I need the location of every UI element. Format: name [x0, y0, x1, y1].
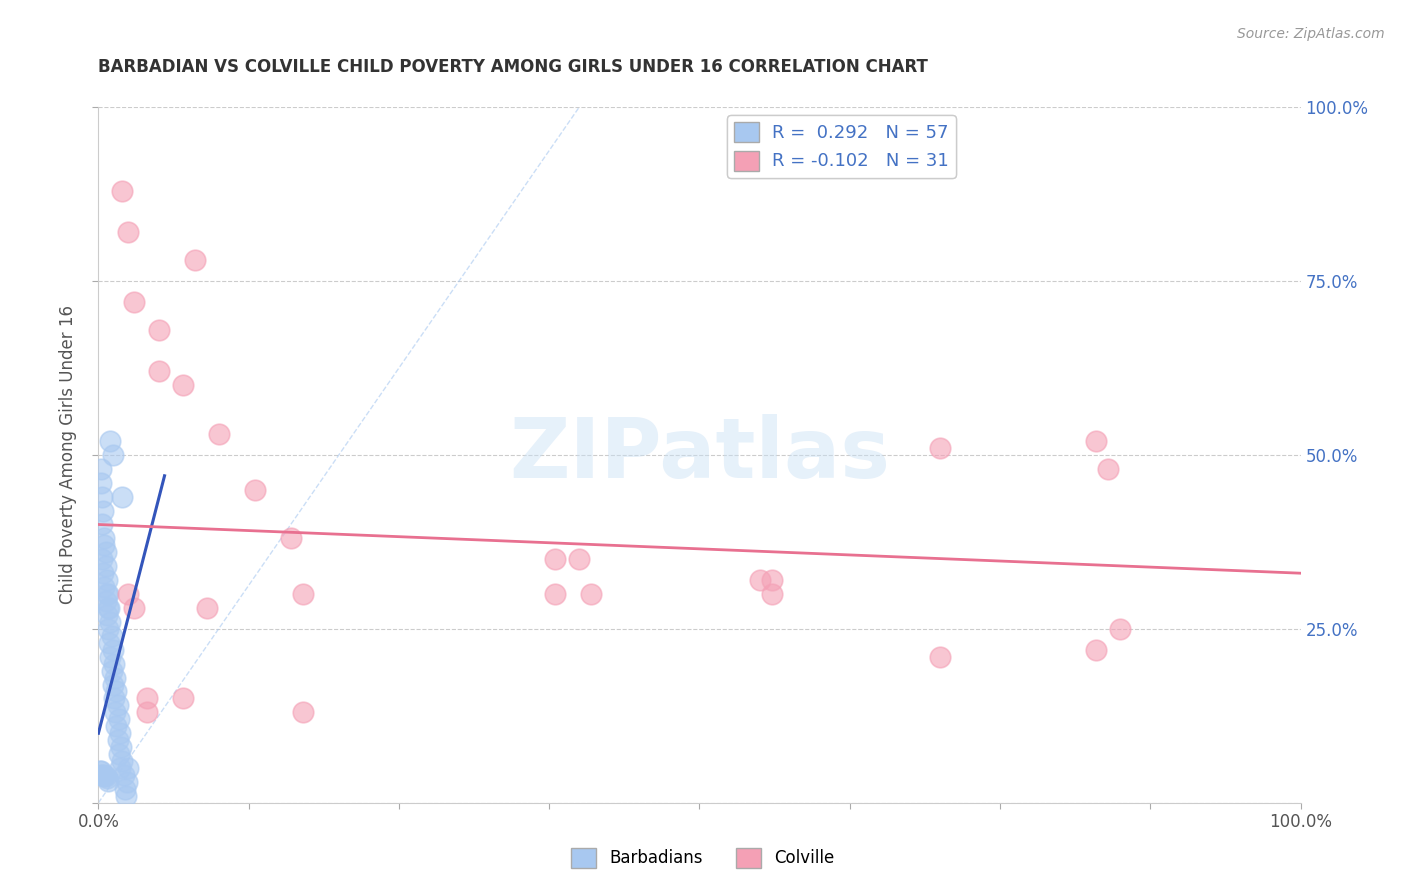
- Point: [748, 573, 770, 587]
- Point: [97, 622, 120, 636]
- Point: [107, 698, 129, 713]
- Legend: R =  0.292   N = 57, R = -0.102   N = 31: R = 0.292 N = 57, R = -0.102 N = 31: [727, 115, 956, 178]
- Point: [172, 378, 194, 392]
- Point: [90, 475, 112, 490]
- Point: [91, 503, 114, 517]
- Point: [97, 601, 120, 615]
- Point: [90, 462, 112, 476]
- Point: [90, 764, 112, 779]
- Point: [105, 719, 128, 733]
- Point: [97, 587, 120, 601]
- Point: [291, 706, 314, 720]
- Point: [104, 706, 127, 720]
- Point: [93, 580, 115, 594]
- Point: [91, 490, 114, 504]
- Point: [111, 490, 134, 504]
- Point: [98, 601, 121, 615]
- Point: [544, 552, 567, 566]
- Point: [91, 517, 114, 532]
- Point: [115, 789, 138, 803]
- Point: [568, 552, 591, 566]
- Point: [928, 441, 950, 455]
- Point: [100, 649, 122, 664]
- Point: [104, 671, 127, 685]
- Point: [91, 768, 114, 782]
- Point: [1109, 622, 1132, 636]
- Point: [124, 294, 146, 309]
- Point: [111, 754, 134, 768]
- Text: ZIPatlas: ZIPatlas: [509, 415, 890, 495]
- Point: [148, 364, 170, 378]
- Point: [94, 769, 117, 783]
- Point: [148, 323, 170, 337]
- Point: [243, 483, 266, 497]
- Point: [89, 764, 111, 779]
- Point: [135, 706, 157, 720]
- Point: [117, 761, 139, 775]
- Point: [96, 587, 118, 601]
- Point: [98, 636, 121, 650]
- Point: [103, 691, 125, 706]
- Point: [101, 677, 124, 691]
- Point: [108, 726, 131, 740]
- Point: [100, 615, 122, 629]
- Point: [208, 427, 231, 442]
- Point: [135, 691, 157, 706]
- Point: [183, 253, 205, 268]
- Point: [100, 434, 122, 448]
- Point: [581, 587, 603, 601]
- Point: [117, 587, 139, 601]
- Point: [761, 573, 783, 587]
- Point: [108, 761, 131, 775]
- Point: [93, 538, 115, 552]
- Point: [96, 573, 118, 587]
- Point: [1085, 434, 1108, 448]
- Point: [91, 768, 114, 782]
- Y-axis label: Child Poverty Among Girls Under 16: Child Poverty Among Girls Under 16: [59, 305, 77, 605]
- Point: [101, 448, 124, 462]
- Point: [124, 601, 146, 615]
- Text: BARBADIAN VS COLVILLE CHILD POVERTY AMONG GIRLS UNDER 16 CORRELATION CHART: BARBADIAN VS COLVILLE CHILD POVERTY AMON…: [98, 58, 928, 76]
- Point: [103, 657, 125, 671]
- Point: [544, 587, 567, 601]
- Point: [91, 566, 114, 581]
- Point: [172, 691, 194, 706]
- Legend: Barbadians, Colville: Barbadians, Colville: [564, 841, 842, 875]
- Point: [100, 664, 122, 678]
- Point: [94, 545, 117, 559]
- Text: Source: ZipAtlas.com: Source: ZipAtlas.com: [1237, 27, 1385, 41]
- Point: [108, 747, 131, 761]
- Point: [94, 559, 117, 574]
- Point: [195, 601, 218, 615]
- Point: [96, 772, 118, 786]
- Point: [110, 740, 132, 755]
- Point: [100, 629, 122, 643]
- Point: [1085, 642, 1108, 657]
- Point: [91, 552, 114, 566]
- Point: [1097, 462, 1119, 476]
- Point: [761, 587, 783, 601]
- Point: [107, 733, 129, 747]
- Point: [112, 768, 135, 782]
- Point: [117, 775, 139, 789]
- Point: [101, 642, 124, 657]
- Point: [291, 587, 314, 601]
- Point: [114, 781, 136, 796]
- Point: [93, 532, 115, 546]
- Point: [108, 712, 131, 726]
- Point: [280, 532, 302, 546]
- Point: [96, 607, 118, 622]
- Point: [93, 769, 115, 783]
- Point: [94, 594, 117, 608]
- Point: [97, 773, 120, 788]
- Point: [111, 184, 134, 198]
- Point: [105, 684, 128, 698]
- Point: [928, 649, 950, 664]
- Point: [117, 225, 139, 239]
